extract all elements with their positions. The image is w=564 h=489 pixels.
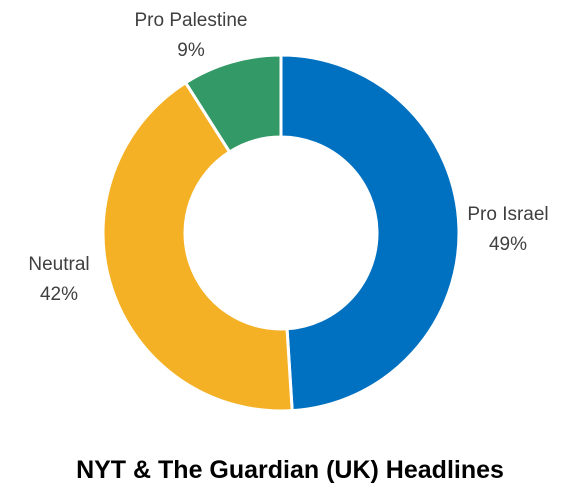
slice-pro-israel — [279, 53, 461, 413]
slice-labels: Pro Israel 49% Neutral 42% Pro Palestine 9% — [28, 10, 548, 305]
donut-slices — [101, 53, 461, 413]
slice-label-pro-palestine: Pro Palestine — [134, 10, 247, 31]
chart-title: NYT & The Guardian (UK) Headlines — [76, 456, 504, 484]
slice-label-neutral: Neutral — [28, 254, 89, 275]
slice-label-pro-israel: Pro Israel — [467, 204, 548, 225]
slice-pro-palestine — [184, 53, 283, 154]
slice-value-neutral: 42% — [40, 284, 78, 305]
slice-value-pro-israel: 49% — [489, 234, 527, 255]
slice-neutral — [101, 81, 294, 413]
slice-value-pro-palestine: 9% — [177, 40, 205, 61]
